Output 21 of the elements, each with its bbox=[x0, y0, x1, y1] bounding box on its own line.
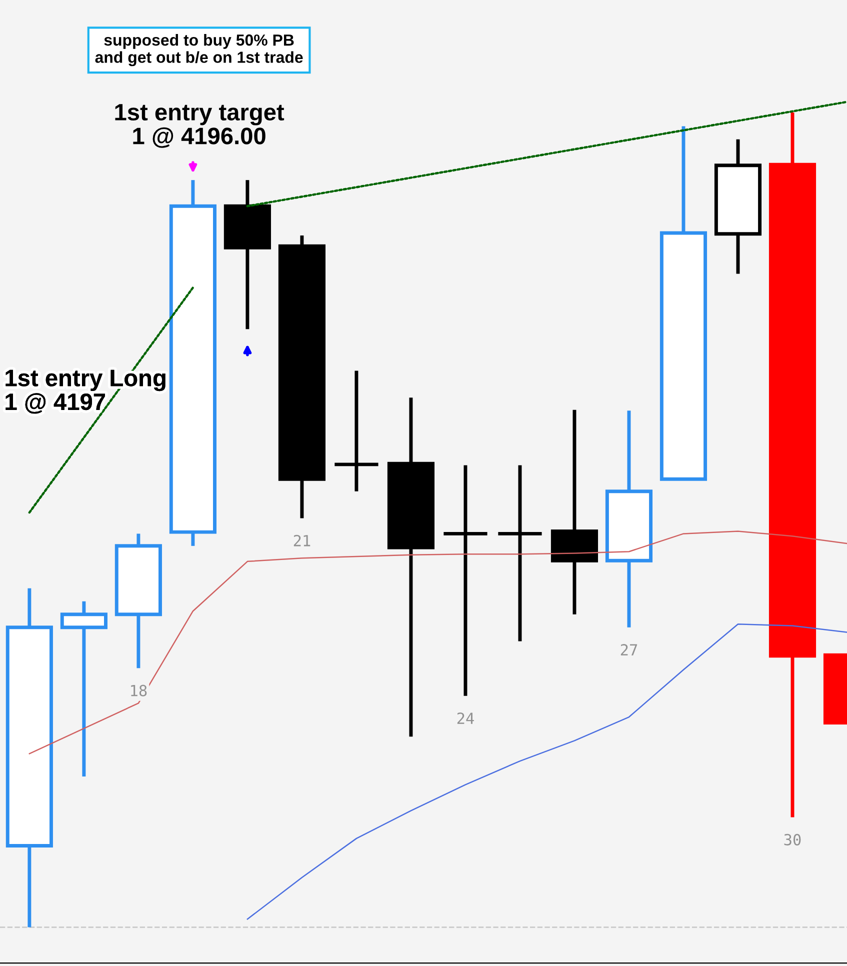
x-tick-label: 21 bbox=[294, 534, 310, 546]
candlestick bbox=[496, 465, 544, 642]
candlestick bbox=[224, 180, 271, 330]
candlestick bbox=[169, 180, 216, 546]
x-tick-label: 30 bbox=[784, 834, 801, 846]
candlestick bbox=[114, 534, 162, 668]
candlestick bbox=[550, 410, 598, 614]
x-tick-label: 24 bbox=[457, 712, 474, 724]
candlestick bbox=[278, 235, 326, 518]
annotation: 1st entry target 1 @ 4196.00 bbox=[115, 104, 284, 148]
candlestick bbox=[60, 601, 108, 777]
x-tick-label: 27 bbox=[620, 644, 638, 656]
candlestick bbox=[714, 139, 762, 274]
candlestick bbox=[442, 465, 490, 696]
candlestick bbox=[6, 588, 53, 928]
text: supposed to buy 50% PB and get out b/e on 1st trade bbox=[95, 34, 303, 66]
candlestick bbox=[332, 370, 380, 492]
candlestick bbox=[605, 410, 653, 628]
candlestick bbox=[768, 112, 816, 818]
candlestick bbox=[387, 398, 434, 737]
x-tick-label: 18 bbox=[131, 684, 147, 696]
